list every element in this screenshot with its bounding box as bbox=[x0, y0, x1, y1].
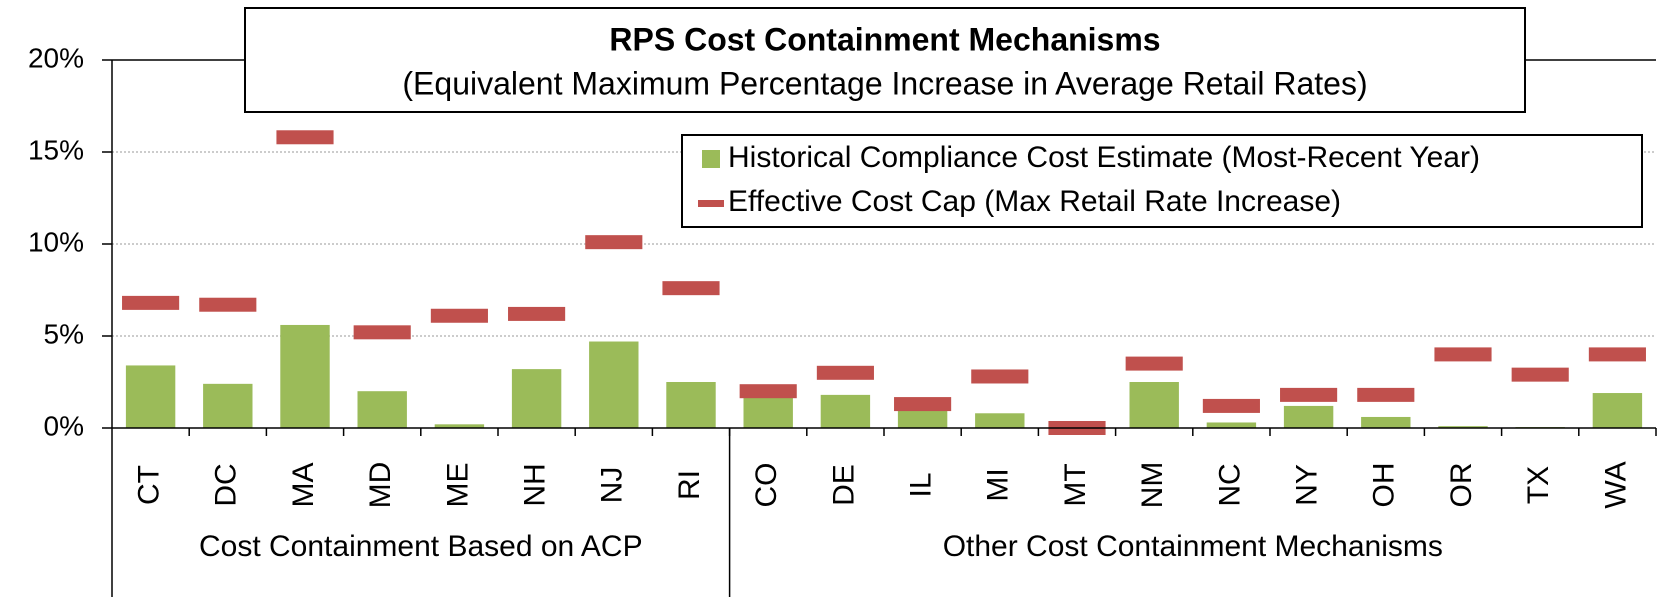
y-tick-label: 20% bbox=[28, 42, 84, 73]
bar bbox=[820, 394, 871, 428]
cap-marker bbox=[662, 281, 720, 296]
cap-marker bbox=[122, 295, 180, 310]
group-label: Other Cost Containment Mechanisms bbox=[943, 530, 1443, 563]
cap-marker bbox=[1280, 387, 1338, 402]
x-tick-label: NM bbox=[1136, 462, 1169, 509]
bar bbox=[1206, 422, 1257, 428]
x-tick-label: DE bbox=[827, 464, 860, 506]
x-tick-label: MD bbox=[364, 462, 397, 509]
x-tick-label: ME bbox=[441, 463, 474, 508]
cap-marker bbox=[1434, 347, 1492, 362]
cap-marker bbox=[1511, 367, 1569, 382]
bar bbox=[280, 324, 330, 428]
y-tick-label: 0% bbox=[44, 410, 84, 441]
x-tick-label: NY bbox=[1291, 464, 1324, 506]
bar bbox=[743, 396, 793, 428]
bar bbox=[897, 409, 948, 428]
x-tick-label: NC bbox=[1213, 463, 1246, 506]
y-tick-label: 5% bbox=[44, 318, 84, 349]
bar bbox=[1438, 426, 1488, 428]
cap-marker bbox=[353, 325, 411, 340]
bar bbox=[125, 365, 176, 428]
x-tick-label: IL bbox=[905, 472, 938, 497]
y-tick-label: 15% bbox=[28, 134, 84, 165]
x-tick-label: NJ bbox=[596, 467, 629, 504]
cap-marker bbox=[894, 397, 952, 412]
cap-marker bbox=[585, 235, 643, 250]
cap-marker bbox=[1125, 356, 1183, 371]
bar bbox=[434, 424, 485, 428]
group-label: Cost Containment Based on ACP bbox=[199, 530, 643, 563]
cap-marker bbox=[276, 130, 334, 145]
x-tick-label: CO bbox=[750, 463, 783, 508]
bar bbox=[1592, 393, 1643, 428]
x-tick-label: MI bbox=[982, 468, 1015, 501]
cap-marker bbox=[1202, 398, 1260, 413]
cap-marker bbox=[816, 365, 874, 380]
legend-swatch bbox=[702, 150, 720, 168]
chart-title: RPS Cost Containment Mechanisms bbox=[609, 21, 1160, 57]
bar bbox=[511, 369, 562, 428]
bar bbox=[666, 382, 716, 428]
cap-marker bbox=[508, 306, 566, 321]
legend-box bbox=[681, 134, 1643, 228]
x-tick-label: WA bbox=[1599, 461, 1632, 508]
x-tick-label: RI bbox=[673, 470, 706, 500]
title-box bbox=[244, 7, 1526, 113]
x-tick-label: CT bbox=[133, 465, 166, 505]
legend-swatch bbox=[698, 200, 724, 207]
cap-marker bbox=[1588, 347, 1646, 362]
cap-marker bbox=[199, 297, 257, 312]
chart-subtitle: (Equivalent Maximum Percentage Increase … bbox=[402, 65, 1367, 101]
x-tick-label: MA bbox=[287, 463, 320, 508]
x-tick-label: DC bbox=[210, 463, 243, 506]
y-tick-label: 10% bbox=[28, 226, 84, 257]
legend-label: Effective Cost Cap (Max Retail Rate Incr… bbox=[728, 185, 1341, 218]
bar bbox=[357, 391, 407, 428]
cap-marker bbox=[430, 308, 488, 323]
bar bbox=[975, 413, 1025, 428]
bar bbox=[203, 383, 253, 428]
bar bbox=[1361, 416, 1411, 428]
legend-label: Historical Compliance Cost Estimate (Mos… bbox=[728, 141, 1480, 174]
cap-marker bbox=[739, 384, 797, 399]
bar bbox=[1283, 405, 1334, 428]
x-tick-label: TX bbox=[1522, 466, 1555, 504]
bar bbox=[1129, 382, 1179, 428]
x-tick-label: OH bbox=[1368, 463, 1401, 508]
x-tick-label: NH bbox=[519, 463, 552, 506]
cap-marker bbox=[971, 369, 1029, 384]
bar bbox=[589, 341, 639, 428]
x-tick-label: OR bbox=[1445, 463, 1478, 508]
cap-marker bbox=[1357, 387, 1415, 402]
x-tick-label: MT bbox=[1059, 463, 1092, 506]
